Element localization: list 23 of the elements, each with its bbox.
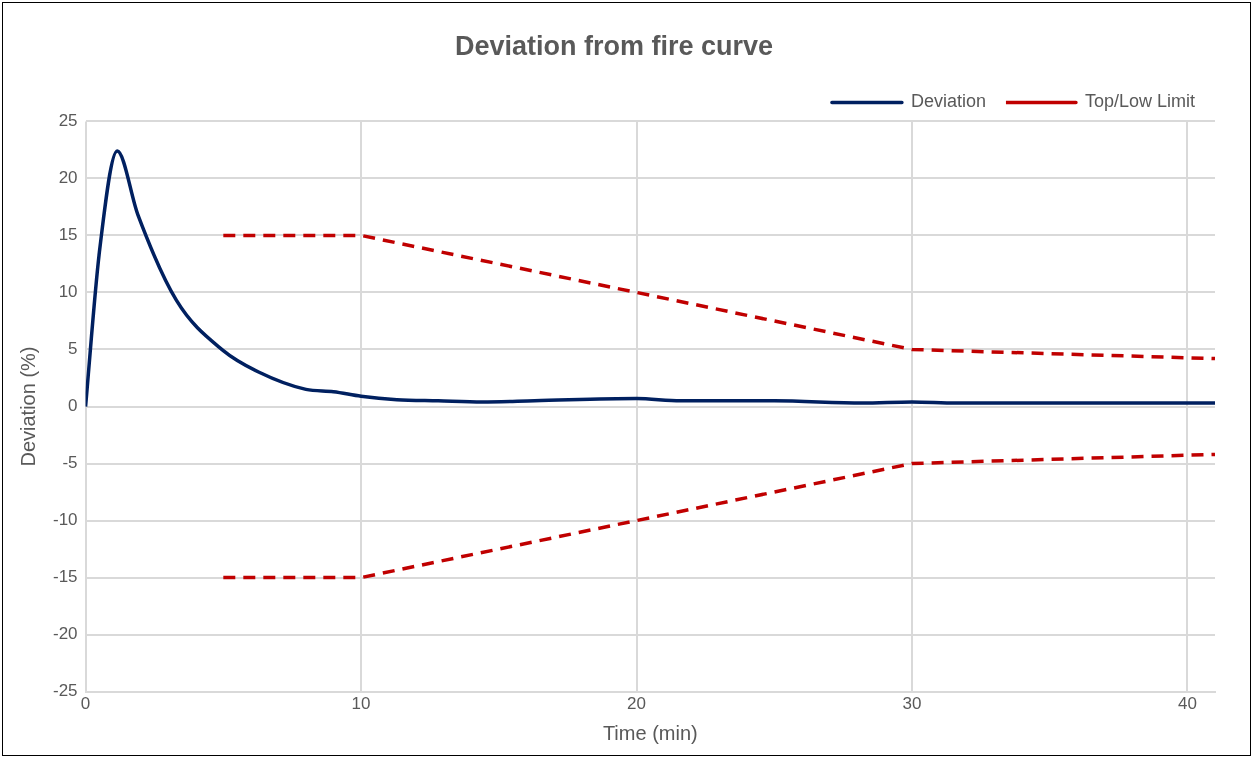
y-tick-label: 5 — [68, 339, 78, 359]
legend-label: Top/Low Limit — [1084, 91, 1196, 112]
x-tick-label: 20 — [627, 694, 646, 714]
legend-label: Deviation — [910, 91, 986, 112]
x-tick-label: 40 — [1177, 694, 1197, 714]
chart-title: Deviation from fire curve — [454, 30, 774, 61]
line-series — [85, 149, 1215, 409]
y-tick-label: -10 — [52, 510, 78, 530]
y-tick-label: 0 — [68, 396, 78, 416]
y-tick-label: 15 — [58, 225, 78, 245]
x-tick-label: 30 — [902, 694, 922, 714]
y-axis-title: Deviation (%) — [16, 346, 39, 467]
y-tick-label: -20 — [52, 624, 78, 644]
line-series — [221, 233, 1215, 361]
y-tick-label: -15 — [52, 567, 78, 587]
x-axis-title: Time (min) — [602, 721, 698, 744]
y-tick-label: 20 — [58, 168, 78, 188]
y-tick-label: 10 — [58, 282, 78, 302]
y-tick-label: 25 — [58, 111, 78, 131]
x-tick-label: 10 — [351, 694, 371, 714]
y-tick-label: -5 — [62, 453, 78, 473]
line-series — [221, 452, 1215, 580]
y-tick-label: -25 — [52, 681, 78, 701]
